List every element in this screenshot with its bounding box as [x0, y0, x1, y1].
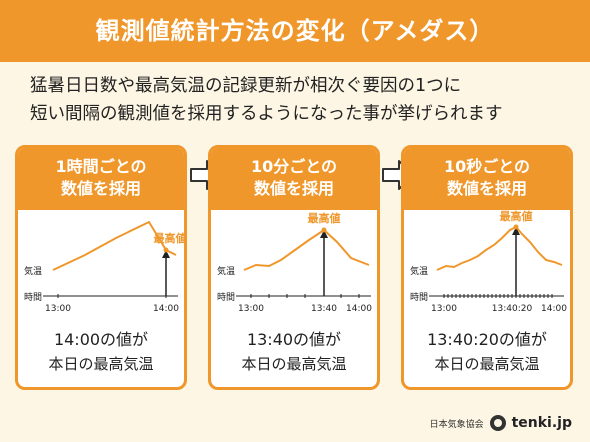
peak-point [513, 224, 519, 230]
temperature-line [52, 220, 177, 271]
caption-value: 14:00の値が [53, 330, 149, 349]
tick-label: 13:00 [238, 304, 264, 314]
card-header: 1時間ごとの 数値を採用 [18, 148, 184, 210]
tick-label: 14:00 [346, 304, 372, 314]
card-hourly: 1時間ごとの 数値を採用 最高値 気温 時間 13:00 14:00 14:00… [15, 145, 187, 390]
x-axis-label: 時間 [24, 292, 42, 303]
tick-label: 13:00 [45, 304, 71, 314]
peak-label: 最高値 [308, 211, 341, 225]
card-header-line-2: 数値を採用 [60, 179, 141, 198]
card-10sec: 10秒ごとの 数値を採用 最高値 気温 時間 13:00 13:40:20 14… [401, 145, 573, 390]
peak-arrowhead [512, 227, 520, 235]
intro-text: 猛暑日日数や最高気温の記録更新が相次ぐ要因の1つに 短い間隔の観測値を採用するよ… [30, 72, 575, 128]
peak-point [163, 247, 169, 253]
temperature-line [243, 228, 370, 271]
footer: 日本気象協会 tenki.jp [430, 412, 572, 434]
tick-marks [443, 294, 553, 298]
intro-line-1: 猛暑日日数や最高気温の記録更新が相次ぐ要因の1つに [30, 76, 462, 96]
title-bar [0, 0, 590, 62]
peak-arrowhead [162, 250, 170, 258]
y-axis-label: 気温 [410, 265, 428, 277]
card-header: 10分ごとの 数値を採用 [211, 148, 377, 210]
caption-value: 13:40の値が [246, 330, 342, 349]
card-header-line-1: 10秒ごとの [443, 157, 531, 176]
caption-text: 本日の最高気温 [434, 355, 540, 373]
caption-text: 本日の最高気温 [48, 355, 154, 373]
temperature-chart-10sec: 最高値 気温 時間 13:00 13:40:20 14:00 [410, 210, 567, 314]
card-header-line-2: 数値を採用 [446, 179, 527, 198]
x-axis-label: 時間 [410, 292, 428, 303]
card-header-line-1: 10分ごとの [250, 157, 338, 176]
tick-label: 13:40 [311, 304, 337, 314]
temperature-chart-hourly: 最高値 気温 時間 13:00 14:00 [24, 220, 185, 314]
peak-label: 最高値 [500, 210, 533, 223]
tick-label: 13:40:20 [492, 304, 533, 314]
card-caption: 13:40の値が 本日の最高気温 [211, 328, 377, 376]
tick-label: 14:00 [541, 304, 567, 314]
temperature-line [436, 225, 563, 271]
temperature-chart-10min: 最高値 気温 時間 13:00 13:40 14:00 [217, 211, 372, 314]
caption-value: 13:40:20の値が [427, 330, 547, 349]
card-caption: 14:00の値が 本日の最高気温 [18, 328, 184, 376]
card-header: 10秒ごとの 数値を採用 [404, 148, 570, 210]
tick-label: 14:00 [153, 304, 179, 314]
peak-label: 最高値 [154, 231, 185, 245]
y-axis-label: 気温 [24, 265, 42, 277]
x-axis-label: 時間 [217, 292, 235, 303]
caption-text: 本日の最高気温 [241, 355, 347, 373]
intro-line-2: 短い間隔の観測値を採用するようになった事が挙げられます [30, 104, 503, 124]
card-caption: 13:40:20の値が 本日の最高気温 [404, 328, 570, 376]
peak-arrowhead [320, 230, 328, 238]
card-10min: 10分ごとの 数値を採用 最高値 気温 時間 13:00 13:40 14:00… [208, 145, 380, 390]
tenki-logo-icon [489, 415, 506, 431]
org-name: 日本気象協会 [429, 419, 484, 430]
card-header-line-2: 数値を採用 [253, 179, 334, 198]
page-title: 観測値統計方法の変化（アメダス） [95, 17, 495, 45]
peak-point [321, 227, 327, 233]
brand-name: tenki.jp [511, 415, 572, 431]
tick-label: 13:00 [431, 304, 457, 314]
card-header-line-1: 1時間ごとの [55, 157, 147, 176]
y-axis-label: 気温 [217, 265, 235, 277]
